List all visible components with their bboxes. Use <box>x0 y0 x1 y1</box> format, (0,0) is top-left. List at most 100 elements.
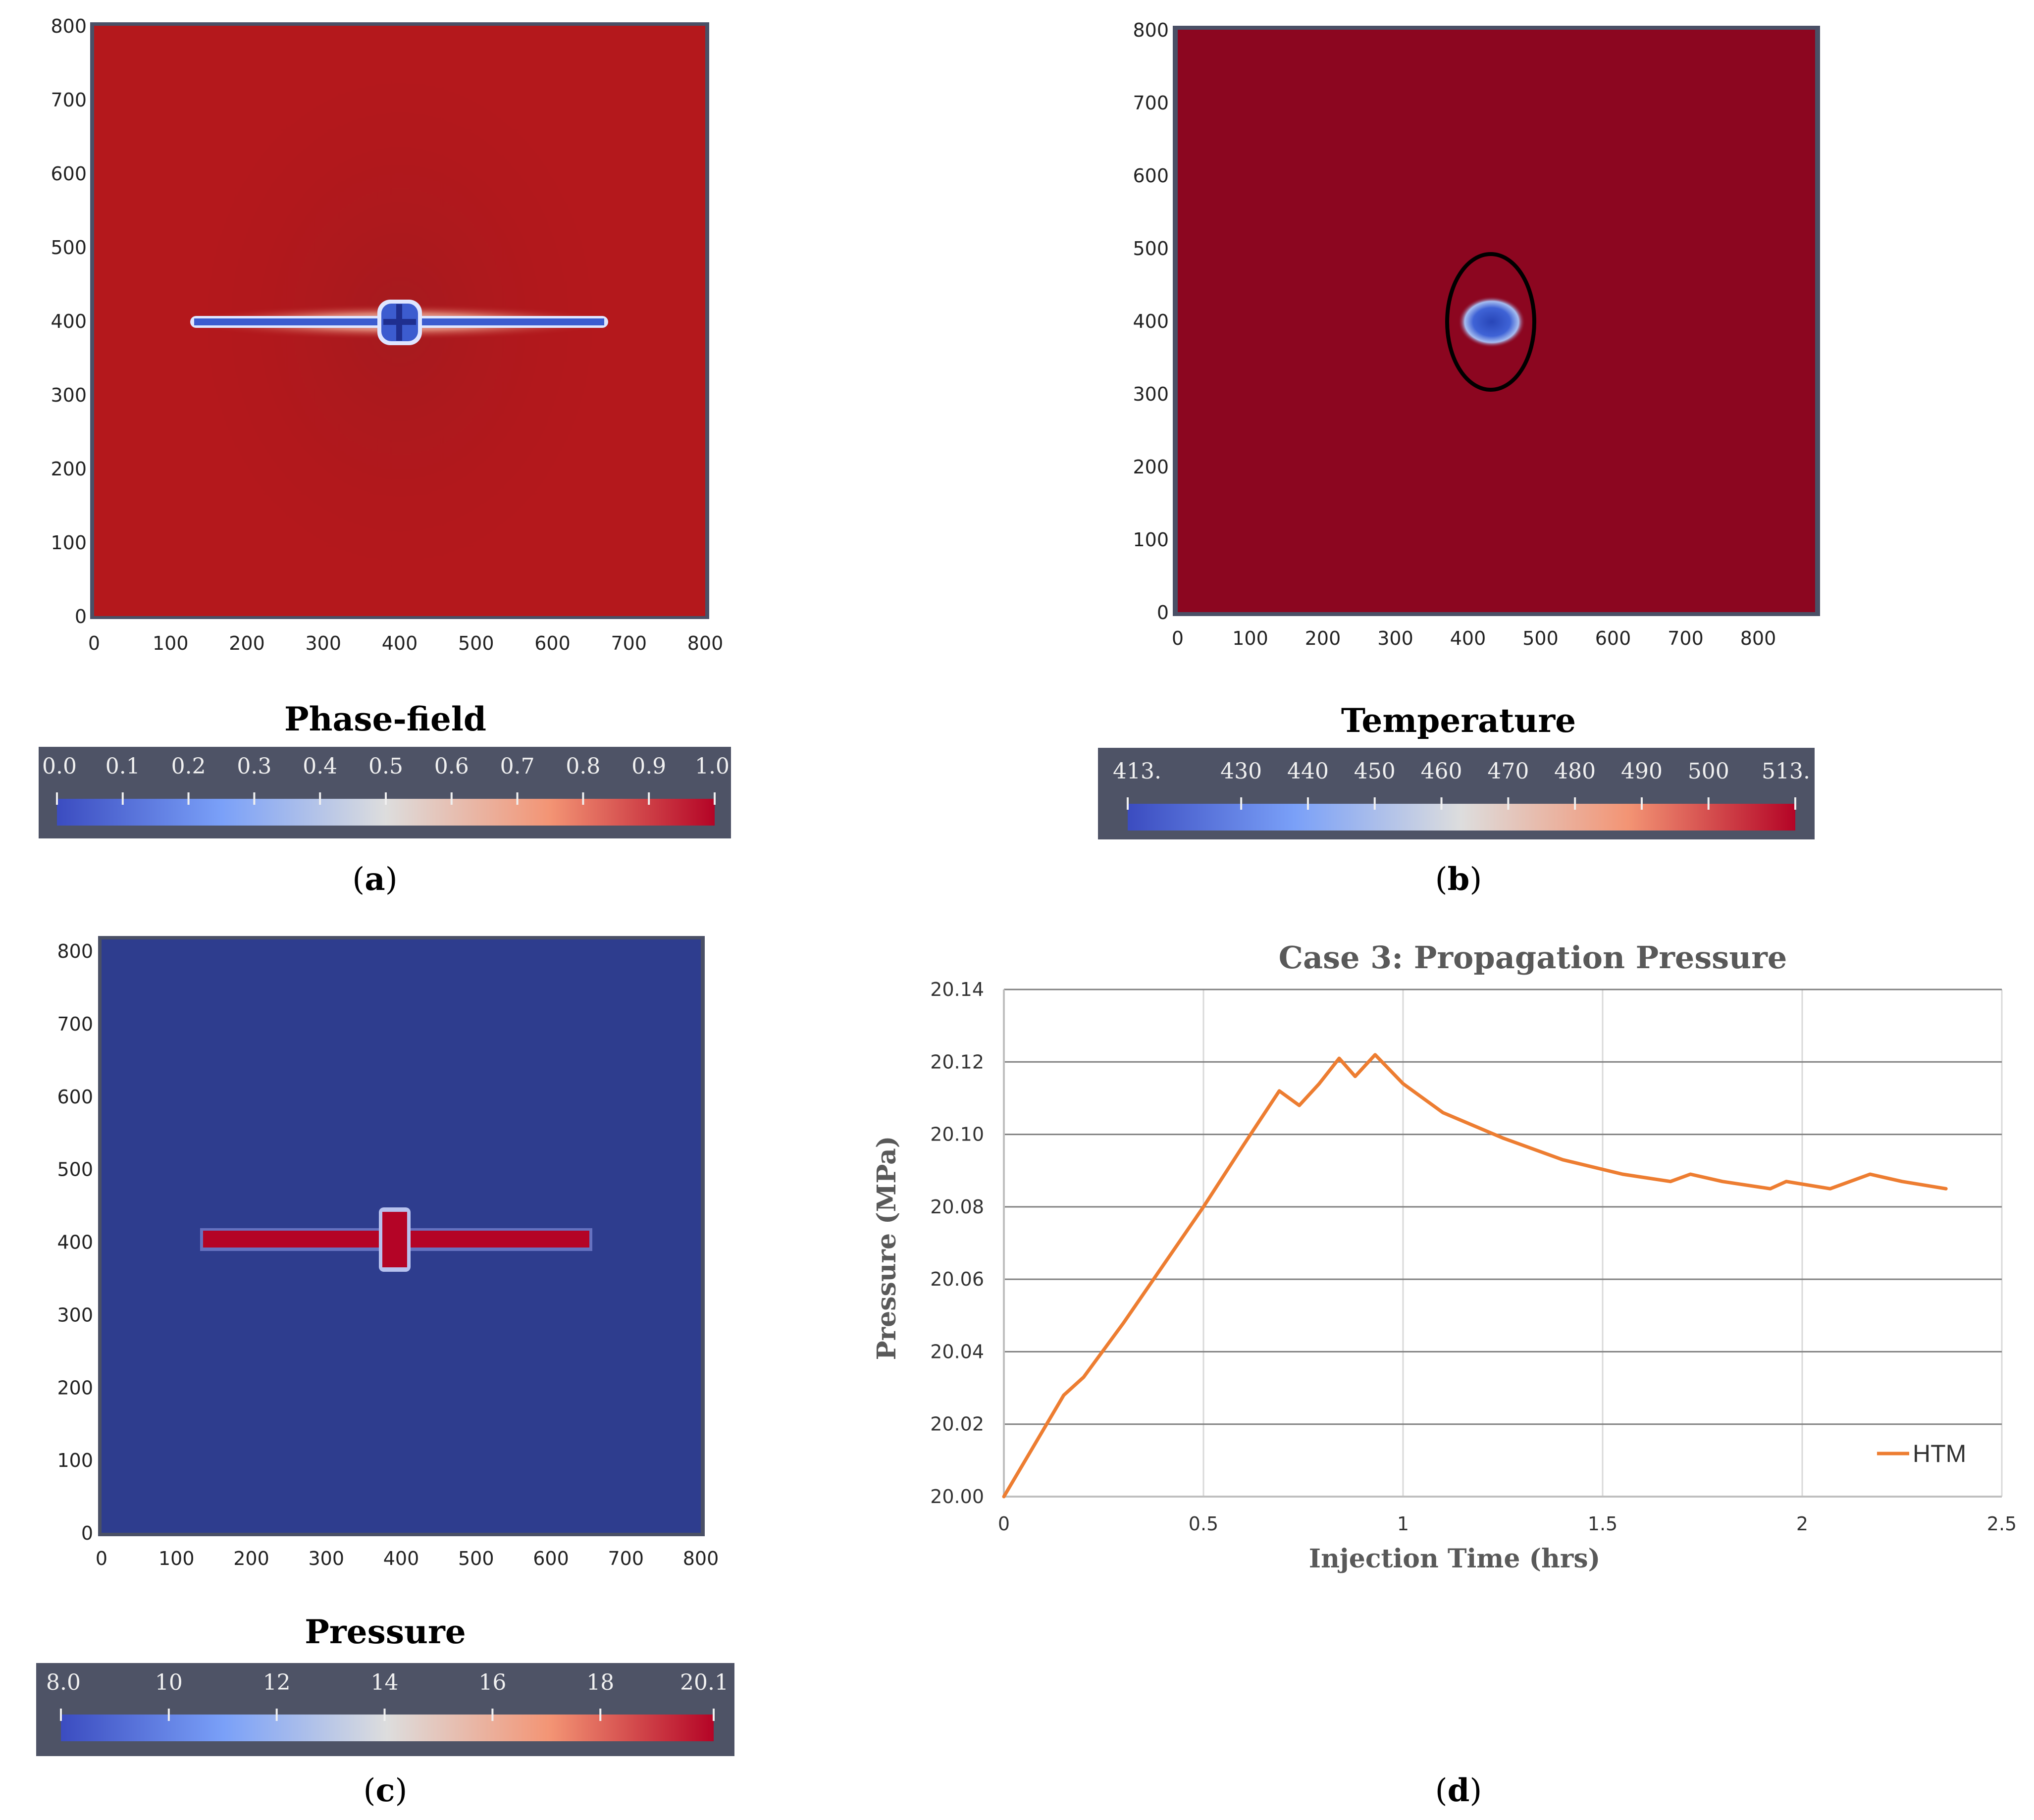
panel-c-colorbar-label: 10 <box>155 1670 183 1695</box>
panel-a-colorbar-label: 1.0 <box>695 754 730 779</box>
panel-c-title: Pressure <box>305 1612 466 1651</box>
panel-a-x-tick-label: 200 <box>229 632 265 654</box>
panel-c-x-tick-label: 800 <box>683 1548 719 1569</box>
chart-y-ticks: 20.00 20.02 20.04 20.06 20.08 20.10 20.12 20.14 <box>930 979 984 1508</box>
panel-c-x-tick-label: 400 <box>383 1548 419 1569</box>
panel-b-x-tick-label: 500 <box>1522 627 1559 649</box>
chart-data-point <box>1784 1180 1788 1183</box>
panel-a-junction-mark-h <box>383 319 416 325</box>
panel-a-title: Phase-field <box>284 700 486 738</box>
panel-b-x-tick-label: 700 <box>1668 627 1704 649</box>
chart-data-point <box>1621 1173 1624 1176</box>
chart-y-tick-label: 20.06 <box>930 1268 984 1290</box>
panel-c-y-tick-label: 700 <box>57 1013 93 1035</box>
panel-d: Case 3: Propagation Pressure 0 0.5 1 1.5 2 2.… <box>872 939 2017 1809</box>
chart-x-ticks: 0 0.5 1 1.5 2 2.5 <box>998 1513 2017 1535</box>
panel-b-y-tick-label: 200 <box>1133 456 1169 478</box>
panel-a-colorbar-label: 0.3 <box>237 754 271 779</box>
panel-b-colorbar-label: 470 <box>1487 759 1529 784</box>
panel-b-y-tick-label: 600 <box>1133 165 1169 187</box>
chart-data-point <box>1402 1082 1405 1086</box>
panel-a-y-tick-label: 700 <box>51 89 87 111</box>
chart-data-point <box>1900 1180 1904 1183</box>
panel-b: 0 100 200 300 400 500 600 700 800 0 100 200 300 400 5… <box>1098 19 1820 898</box>
panel-c-y-tick-label: 500 <box>57 1159 93 1181</box>
chart-data-point <box>1501 1136 1505 1140</box>
panel-a-x-tick-label: 100 <box>153 632 189 654</box>
panel-c-x-tick-label: 0 <box>96 1548 107 1569</box>
chart-data-point <box>1354 1075 1357 1078</box>
panel-b-colorbar-label: 490 <box>1621 759 1663 784</box>
chart-axes <box>1003 989 2002 1498</box>
panel-a-y-tick-label: 100 <box>51 532 87 554</box>
chart-x-label: Injection Time (hrs) <box>1309 1544 1600 1574</box>
panel-c-colorbar-label: 14 <box>371 1670 399 1695</box>
chart-data-point <box>1561 1158 1565 1161</box>
panel-b-colorbar-label: 440 <box>1287 759 1329 784</box>
panel-a-x-tick-label: 800 <box>687 632 724 654</box>
panel-a-x-tick-label: 0 <box>88 632 100 654</box>
chart-x-tick-label: 0 <box>998 1513 1010 1535</box>
panel-b-x-tick-label: 300 <box>1377 627 1413 649</box>
chart-title: Case 3: Propagation Pressure <box>1279 939 1787 976</box>
chart-data-point <box>1317 1082 1321 1086</box>
chart-data-point <box>1202 1205 1205 1208</box>
panel-a-x-tick-label: 300 <box>305 632 341 654</box>
chart-data-point <box>1278 1089 1281 1092</box>
panel-b-colorbar-label: 500 <box>1688 759 1729 784</box>
panel-c-x-tick-label: 500 <box>458 1548 494 1569</box>
chart-data-point <box>1062 1394 1065 1397</box>
chart-grid <box>1004 988 2003 1497</box>
chart-data-point <box>1944 1187 1948 1191</box>
chart-legend: HTM <box>1877 1440 1966 1467</box>
chart-data-point <box>1162 1263 1165 1266</box>
panel-b-colorbar-label: 430 <box>1220 759 1262 784</box>
panel-c-x-tick-label: 300 <box>308 1548 344 1569</box>
chart-data-point <box>1441 1111 1445 1114</box>
panel-a-colorbar-label: 0.8 <box>566 754 600 779</box>
chart-data-point <box>1242 1144 1245 1147</box>
panel-a-x-axis: 0 100 200 300 400 500 600 700 800 <box>88 632 723 654</box>
chart-data-point <box>1298 1104 1301 1107</box>
chart-x-tick-label: 1.5 <box>1588 1513 1617 1535</box>
panel-a-y-tick-label: 0 <box>75 606 87 627</box>
panel-c-x-tick-label: 100 <box>158 1548 195 1569</box>
panel-a-colorbar-label: 0.6 <box>434 754 469 779</box>
panel-b-y-tick-label: 100 <box>1133 529 1169 551</box>
panel-b-x-tick-label: 800 <box>1740 627 1776 649</box>
panel-c-y-tick-label: 400 <box>57 1232 93 1253</box>
panel-a-x-tick-label: 700 <box>611 632 647 654</box>
legend-label-htm: HTM <box>1913 1440 1966 1467</box>
chart-data-point <box>1338 1056 1341 1060</box>
panel-b-colorbar-label: 513. <box>1762 759 1810 784</box>
panel-c-colorbar-label: 18 <box>586 1670 614 1695</box>
panel-a-x-tick-label: 400 <box>382 632 418 654</box>
panel-a-x-tick-label: 500 <box>458 632 494 654</box>
chart-data-point <box>1122 1321 1125 1324</box>
panel-a-colorbar-label: 0.0 <box>42 754 77 779</box>
panel-b-y-tick-label: 0 <box>1157 602 1169 624</box>
panel-a-x-tick-label: 600 <box>534 632 571 654</box>
panel-c-x-axis: 0 100 200 300 400 500 600 700 800 <box>96 1548 719 1569</box>
panel-b-colorbar-gradient <box>1128 804 1795 831</box>
panel-b-caption: (b) <box>1435 861 1482 898</box>
panel-b-colorbar-label: 450 <box>1354 759 1396 784</box>
panel-c-colorbar-label: 16 <box>478 1670 506 1695</box>
panel-a-y-tick-label: 500 <box>51 237 87 259</box>
panel-b-colorbar: 413. 430 440 450 460 470 480 490 500 513. <box>1098 748 1815 839</box>
chart-data-point <box>1373 1053 1377 1056</box>
panel-c-y-tick-label: 200 <box>57 1377 93 1399</box>
panel-b-x-tick-label: 600 <box>1595 627 1631 649</box>
chart-data-point <box>1828 1187 1832 1191</box>
chart-y-tick-label: 20.04 <box>930 1341 984 1362</box>
chart-x-tick-label: 2 <box>1796 1513 1808 1535</box>
panel-c-y-tick-label: 800 <box>57 940 93 962</box>
chart-x-tick-label: 1 <box>1397 1513 1409 1535</box>
panel-c-y-tick-label: 100 <box>57 1450 93 1471</box>
panel-b-colorbar-label: 460 <box>1421 759 1462 784</box>
panel-c-colorbar-gradient <box>61 1715 714 1741</box>
panel-a-y-tick-label: 200 <box>51 458 87 480</box>
panel-c: 0 100 200 300 400 500 600 700 800 0 100 200 300 400 5… <box>36 936 734 1809</box>
chart-y-tick-label: 20.14 <box>930 979 984 1000</box>
